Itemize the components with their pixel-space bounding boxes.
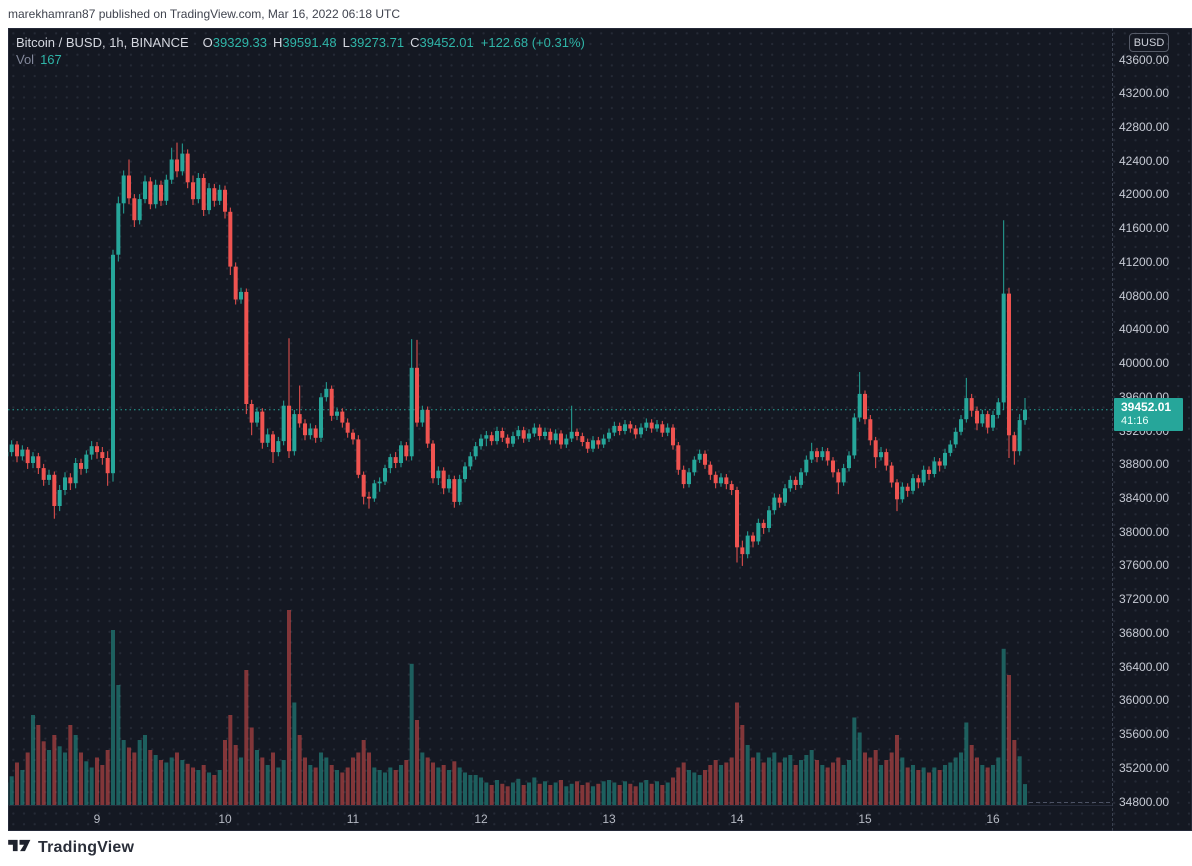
open-label: O xyxy=(202,35,213,50)
price-axis[interactable]: BUSD 43600.00 43200.00 42800.00 42400.00 420… xyxy=(1112,28,1192,831)
volume-line: Vol 167 xyxy=(16,51,585,68)
candlestick-plot[interactable] xyxy=(8,28,1112,831)
open-value: 39329.33 xyxy=(212,35,268,50)
price-tick-label: 42400.00 xyxy=(1119,153,1170,168)
current-price-badge: 39452.01 41:16 xyxy=(1114,398,1183,431)
chart-legend: Bitcoin / BUSD, 1h, BINANCE O39329.33 H395… xyxy=(16,34,585,68)
price-tick-label: 41200.00 xyxy=(1119,254,1170,269)
tradingview-logo-icon xyxy=(8,837,31,859)
price-tick-label: 37600.00 xyxy=(1119,558,1170,573)
price-tick-label: 34800.00 xyxy=(1119,794,1170,809)
volume-label[interactable]: Vol xyxy=(16,52,35,67)
price-tick-label: 43200.00 xyxy=(1119,86,1170,101)
price-tick-label: 36400.00 xyxy=(1119,659,1170,674)
chart-panel: Bitcoin / BUSD, 1h, BINANCE O39329.33 H395… xyxy=(8,28,1192,831)
current-price-value: 39452.01 xyxy=(1121,400,1172,414)
price-tick-label: 37200.00 xyxy=(1119,592,1170,607)
price-tick-label: 38400.00 xyxy=(1119,491,1170,505)
high-label: H xyxy=(273,35,283,50)
candles xyxy=(8,142,1027,566)
price-tick-label: 35600.00 xyxy=(1119,727,1170,741)
price-tick-label: 40000.00 xyxy=(1119,356,1170,370)
currency-button[interactable]: BUSD xyxy=(1129,33,1169,52)
tradingview-wordmark: TradingView xyxy=(38,839,135,856)
time-tick-label: 10 xyxy=(218,812,232,826)
volume-bars xyxy=(8,610,1027,806)
time-tick-label: 11 xyxy=(346,812,360,826)
price-tick-label: 38800.00 xyxy=(1119,457,1170,472)
time-tick-label: 12 xyxy=(474,812,488,826)
symbol-line: Bitcoin / BUSD, 1h, BINANCE O39329.33 H395… xyxy=(16,34,585,51)
change-value: +122.68 (+0.31%) xyxy=(480,35,585,50)
time-tick-label: 14 xyxy=(730,812,744,826)
low-label: L xyxy=(342,35,350,50)
time-axis[interactable]: 9 10 11 12 13 14 15 16 xyxy=(8,805,1112,831)
low-value: 39273.71 xyxy=(349,35,405,50)
publish-text: marekhamran87 published on TradingView.c… xyxy=(8,7,400,21)
price-tick-label: 42800.00 xyxy=(1119,120,1170,134)
time-tick-label: 16 xyxy=(986,812,1000,826)
close-value: 39452.01 xyxy=(419,35,474,50)
publish-bar: marekhamran87 published on TradingView.c… xyxy=(0,0,1192,28)
high-value: 39591.48 xyxy=(282,35,337,50)
price-tick-label: 36800.00 xyxy=(1119,625,1170,640)
price-tick-label: 41600.00 xyxy=(1119,221,1170,236)
price-tick-label: 43600.00 xyxy=(1119,52,1170,67)
price-tick-label: 38000.00 xyxy=(1119,524,1170,539)
close-label: C xyxy=(410,35,420,50)
symbol-title[interactable]: Bitcoin / BUSD, 1h, BINANCE xyxy=(16,35,189,50)
tradingview-attribution[interactable]: TradingView xyxy=(8,837,134,859)
candle-countdown: 41:16 xyxy=(1121,415,1149,427)
time-tick-label: 15 xyxy=(858,812,872,826)
time-tick-label: 13 xyxy=(602,812,616,826)
price-tick-label: 36000.00 xyxy=(1119,693,1170,708)
price-tick-label: 40800.00 xyxy=(1119,288,1170,303)
price-tick-label: 35200.00 xyxy=(1119,760,1170,775)
time-tick-label: 9 xyxy=(93,812,101,826)
price-tick-label: 40400.00 xyxy=(1119,322,1170,337)
price-tick-label: 42000.00 xyxy=(1119,187,1170,202)
volume-value: 167 xyxy=(40,52,62,67)
